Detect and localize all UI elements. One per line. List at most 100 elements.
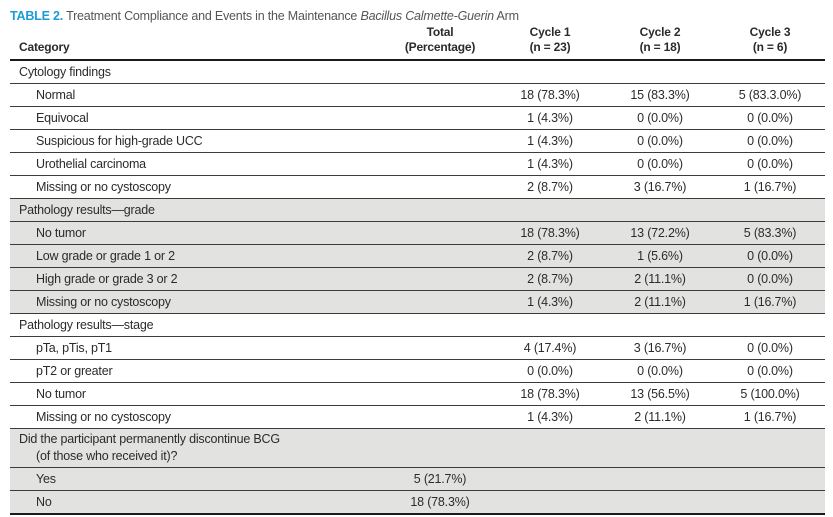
category-label: Missing or no cystoscopy xyxy=(36,180,171,194)
category-label: Pathology results—grade xyxy=(19,203,155,217)
column-header-category: Category xyxy=(19,40,70,54)
column-header-cycle3-line1: Cycle 3 xyxy=(749,25,791,39)
value-cell: 13 (72.2%) xyxy=(630,226,690,240)
column-header-cycle3-line2: (n = 6) xyxy=(752,40,788,54)
table-row: No 18 (78.3%) xyxy=(10,491,825,515)
table-row: pTa, pTis, pT1 4 (17.4%) 3 (16.7%) 0 (0.0%) xyxy=(10,337,825,360)
value-cell: 18 (78.3%) xyxy=(520,387,580,401)
table-title-text-post: Arm xyxy=(493,9,520,23)
table-row: Yes 5 (21.7%) xyxy=(10,468,825,491)
value-cell xyxy=(715,61,825,83)
value-cell: 18 (78.3%) xyxy=(410,495,470,509)
category-cell: pT2 or greater xyxy=(10,360,385,382)
category-label: No tumor xyxy=(36,387,86,401)
category-cell: No tumor xyxy=(10,222,385,244)
column-header-total-line1: Total xyxy=(426,25,454,39)
value-cell: 5 (21.7%) xyxy=(413,472,467,486)
category-cell: High grade or grade 3 or 2 xyxy=(10,268,385,290)
category-label: Did the participant permanently disconti… xyxy=(19,432,280,446)
column-header-cycle3: Cycle 3 (n = 6) xyxy=(715,25,825,55)
value-cell xyxy=(605,61,715,83)
column-header-cycle2: Cycle 2 (n = 18) xyxy=(605,25,715,55)
value-cell: 4 (17.4%) xyxy=(523,341,577,355)
category-label: pTa, pTis, pT1 xyxy=(36,341,112,355)
value-cell xyxy=(385,291,495,313)
table-row: Missing or no cystoscopy 1 (4.3%) 2 (11.1%… xyxy=(10,406,825,429)
column-header-cycle2-line1: Cycle 2 xyxy=(639,25,681,39)
value-cell: 0 (0.0%) xyxy=(747,364,793,378)
category-label-line2: (of those who received it)? xyxy=(36,449,178,463)
value-cell xyxy=(605,314,715,336)
value-cell xyxy=(385,222,495,244)
value-cell: 13 (56.5%) xyxy=(630,387,690,401)
value-cell: 18 (78.3%) xyxy=(520,226,580,240)
category-label: Suspicious for high-grade UCC xyxy=(36,134,203,148)
value-cell: 2 (11.1%) xyxy=(634,410,686,424)
value-cell xyxy=(715,314,825,336)
value-cell xyxy=(385,337,495,359)
value-cell xyxy=(385,199,495,221)
category-cell: Pathology results—grade xyxy=(10,199,385,221)
value-cell: 0 (0.0%) xyxy=(747,249,793,263)
value-cell: 2 (8.7%) xyxy=(527,180,573,194)
value-cell: 5 (83.3.0%) xyxy=(738,88,802,102)
value-cell xyxy=(495,468,605,490)
category-cell: Suspicious for high-grade UCC xyxy=(10,130,385,152)
value-cell: 0 (0.0%) xyxy=(527,364,573,378)
category-label: Missing or no cystoscopy xyxy=(36,295,171,309)
category-cell: Did the participant permanently disconti… xyxy=(10,429,385,467)
column-header-cycle1-line1: Cycle 1 xyxy=(529,25,571,39)
value-cell xyxy=(605,491,715,513)
value-cell xyxy=(385,268,495,290)
category-label: Cytology findings xyxy=(19,65,111,79)
category-cell: Equivocal xyxy=(10,107,385,129)
category-cell: pTa, pTis, pT1 xyxy=(10,337,385,359)
category-label: Pathology results—stage xyxy=(19,318,154,332)
table-row: Normal 18 (78.3%) 15 (83.3%) 5 (83.3.0%) xyxy=(10,84,825,107)
value-cell xyxy=(385,383,495,405)
value-cell: 1 (4.3%) xyxy=(527,295,573,309)
category-cell: Yes xyxy=(10,468,385,490)
table-row: Low grade or grade 1 or 2 2 (8.7%) 1 (5.6%… xyxy=(10,245,825,268)
table-row: Cytology findings xyxy=(10,61,825,84)
value-cell xyxy=(605,429,715,467)
category-label: High grade or grade 3 or 2 xyxy=(36,272,178,286)
category-cell: Cytology findings xyxy=(10,61,385,83)
value-cell xyxy=(385,153,495,175)
value-cell: 1 (4.3%) xyxy=(527,134,573,148)
table-title-italic: Bacillus Calmette-Guerin xyxy=(360,9,494,23)
table-row: High grade or grade 3 or 2 2 (8.7%) 2 (11.… xyxy=(10,268,825,291)
category-label: Yes xyxy=(36,472,56,486)
value-cell: 0 (0.0%) xyxy=(637,157,683,171)
category-label: No tumor xyxy=(36,226,86,240)
value-cell xyxy=(385,84,495,106)
value-cell xyxy=(605,468,715,490)
value-cell xyxy=(385,245,495,267)
table-row: Missing or no cystoscopy 2 (8.7%) 3 (16.7%… xyxy=(10,176,825,199)
value-cell: 5 (83.3%) xyxy=(743,226,797,240)
column-header-total: Total (Percentage) xyxy=(385,25,495,55)
table-number-label: TABLE 2. xyxy=(10,9,64,23)
value-cell xyxy=(605,199,715,221)
value-cell xyxy=(385,107,495,129)
value-cell: 3 (16.7%) xyxy=(633,180,687,194)
value-cell: 3 (16.7%) xyxy=(633,341,687,355)
value-cell xyxy=(715,468,825,490)
column-header-total-line2: (Percentage) xyxy=(404,40,476,54)
value-cell xyxy=(385,176,495,198)
category-cell: Missing or no cystoscopy xyxy=(10,406,385,428)
category-cell: Urothelial carcinoma xyxy=(10,153,385,175)
value-cell xyxy=(385,429,495,467)
value-cell xyxy=(495,199,605,221)
category-label: Missing or no cystoscopy xyxy=(36,410,171,424)
table-row: Suspicious for high-grade UCC 1 (4.3%) 0 (… xyxy=(10,130,825,153)
value-cell: 1 (5.6%) xyxy=(637,249,683,263)
table-row: pT2 or greater 0 (0.0%) 0 (0.0%) 0 (0.0%) xyxy=(10,360,825,383)
value-cell: 2 (11.1%) xyxy=(634,272,686,286)
value-cell xyxy=(495,429,605,467)
table-row: Equivocal 1 (4.3%) 0 (0.0%) 0 (0.0%) xyxy=(10,107,825,130)
value-cell xyxy=(495,314,605,336)
value-cell: 0 (0.0%) xyxy=(637,364,683,378)
value-cell: 1 (16.7%) xyxy=(743,295,797,309)
value-cell: 1 (4.3%) xyxy=(527,410,573,424)
